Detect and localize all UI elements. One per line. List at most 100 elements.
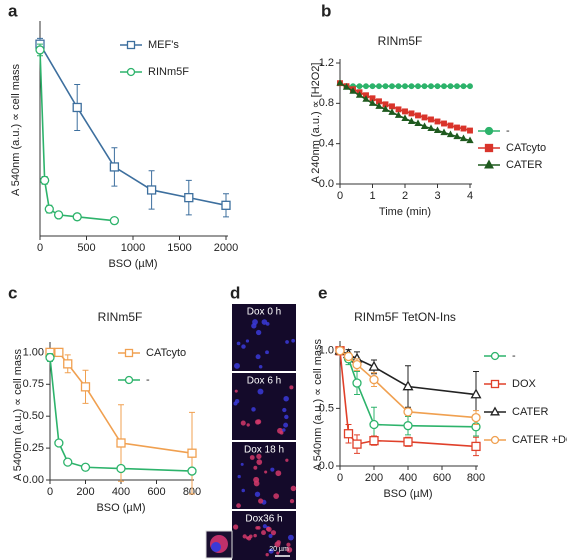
- cell: [236, 503, 241, 508]
- marker: [53, 210, 64, 220]
- legend-marker: [484, 143, 494, 153]
- x-tick-label: 400: [112, 486, 130, 498]
- marker: [440, 128, 448, 136]
- cell: [270, 467, 275, 472]
- marker: [428, 116, 434, 123]
- micrograph: [232, 373, 296, 440]
- x-tick-label: 200: [365, 472, 383, 484]
- cell: [254, 491, 261, 497]
- marker: [433, 126, 442, 134]
- y-tick-label: 0.75: [23, 378, 44, 390]
- legend-label: CATcyto: [506, 142, 546, 154]
- y-tick-label: 0.5: [319, 402, 334, 414]
- y-tick-label: 0.50: [23, 410, 44, 422]
- marker: [356, 83, 363, 90]
- cell: [268, 548, 274, 554]
- chart-title: RINm5F TetON-Ins: [354, 310, 456, 324]
- marker: [45, 352, 55, 363]
- marker: [63, 457, 73, 467]
- marker: [369, 83, 376, 90]
- legend-marker: [124, 348, 134, 358]
- marker: [362, 95, 370, 102]
- cell: [240, 420, 246, 426]
- axes: [339, 59, 472, 185]
- cell: [255, 419, 261, 425]
- cell: [248, 534, 253, 539]
- marker: [427, 124, 435, 132]
- cell: [289, 385, 294, 390]
- marker: [421, 114, 428, 121]
- y-axis-label: A 240nm (a.u.) ∝ [H2O2]: [310, 63, 322, 184]
- marker: [471, 412, 481, 423]
- inset-nucleus: [211, 542, 221, 552]
- x-tick-label: 2: [402, 190, 408, 202]
- x-tick-label: 600: [433, 472, 451, 484]
- marker: [381, 105, 390, 112]
- marker: [428, 83, 434, 90]
- x-tick-label: 500: [77, 242, 95, 254]
- marker: [420, 122, 429, 130]
- series-line: [339, 350, 477, 448]
- cell: [282, 428, 286, 432]
- legend-label: CATcyto: [146, 347, 186, 359]
- marker: [382, 83, 389, 90]
- cell: [264, 470, 268, 474]
- marker: [454, 124, 460, 131]
- cell: [276, 551, 280, 555]
- scale-bar-label: 20 µm: [269, 546, 289, 553]
- chart-title: RINm5F: [378, 34, 423, 48]
- marker: [352, 378, 362, 388]
- marker: [395, 83, 402, 90]
- marker: [459, 134, 468, 142]
- marker: [395, 106, 402, 113]
- marker: [401, 114, 409, 121]
- image-label: Dox 6 h: [247, 376, 281, 387]
- axes: [39, 21, 228, 237]
- micrograph: [232, 442, 296, 509]
- legend-marker: [490, 435, 500, 445]
- cell: [283, 422, 289, 428]
- panel-label: c: [8, 283, 17, 302]
- cell: [255, 329, 262, 336]
- marker: [421, 83, 428, 90]
- y-tick-label: 0.00: [23, 474, 44, 486]
- cell: [241, 344, 246, 349]
- x-axis-label: BSO (µM): [96, 502, 145, 514]
- cell: [261, 319, 268, 325]
- marker: [44, 204, 54, 214]
- marker: [35, 45, 45, 55]
- cell: [289, 499, 295, 504]
- y-tick-label: 0.0: [319, 460, 334, 472]
- cell: [273, 493, 280, 500]
- marker: [388, 108, 396, 115]
- marker: [434, 118, 441, 125]
- marker: [335, 346, 345, 356]
- x-tick-label: 1500: [167, 242, 191, 254]
- cell: [291, 338, 295, 343]
- marker: [415, 112, 421, 119]
- x-axis-label: BSO (µM): [108, 258, 157, 270]
- cell: [234, 389, 238, 393]
- cell: [234, 399, 240, 404]
- cell: [253, 465, 258, 470]
- cell: [252, 319, 258, 325]
- y-axis-label: A 540nm (a.u.) ∝ cell mass: [10, 64, 22, 196]
- cell: [270, 530, 277, 536]
- cell: [279, 430, 284, 435]
- marker: [467, 127, 473, 134]
- panel-label: a: [8, 1, 18, 20]
- y-tick-label: 0.25: [23, 442, 44, 454]
- panel-label: d: [230, 283, 240, 302]
- legend-label: -: [146, 374, 150, 386]
- marker: [441, 120, 447, 127]
- x-tick-label: 0: [337, 190, 343, 202]
- cell: [283, 395, 289, 402]
- x-tick-label: 1: [369, 190, 375, 202]
- chart-title: RINm5F: [98, 310, 143, 324]
- legend-marker: [484, 159, 494, 169]
- y-tick-label: 1.0: [319, 345, 334, 357]
- marker: [403, 421, 413, 431]
- cell: [245, 536, 249, 540]
- marker: [54, 347, 64, 358]
- panel-label: b: [321, 1, 331, 20]
